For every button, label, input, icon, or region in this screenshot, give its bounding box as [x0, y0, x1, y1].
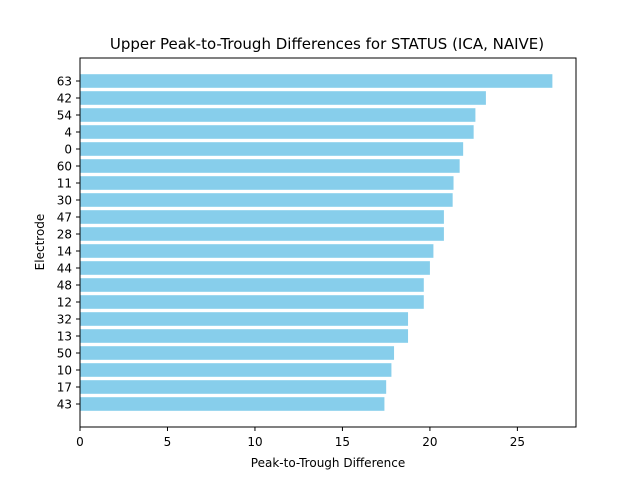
y-tick-label: 42: [57, 92, 72, 106]
y-tick-label: 32: [57, 313, 72, 327]
y-tick-label: 30: [57, 194, 72, 208]
bar-electrode-42: [80, 91, 486, 105]
y-tick-label: 17: [57, 381, 72, 395]
bar-electrode-13: [80, 329, 409, 343]
y-tick-label: 43: [57, 398, 72, 412]
bar-electrode-10: [80, 363, 392, 377]
x-tick-label: 0: [76, 435, 84, 449]
bar-electrode-12: [80, 295, 424, 309]
y-axis-ticks: 63 42 54 4 0 60 11 30 47 28 14 44 48 12 32 13 50 10 17 43: [57, 75, 80, 412]
y-tick-label: 0: [64, 143, 72, 157]
y-tick-label: 60: [57, 160, 72, 174]
bar-electrode-0: [80, 142, 464, 156]
bar-electrode-28: [80, 227, 444, 241]
y-tick-label: 10: [57, 364, 72, 378]
bar-electrode-11: [80, 176, 454, 190]
bar-electrode-32: [80, 312, 409, 326]
x-tick-label: 10: [247, 435, 262, 449]
x-tick-label: 15: [335, 435, 350, 449]
bar-electrode-60: [80, 159, 460, 173]
bar-electrode-54: [80, 108, 476, 122]
y-tick-label: 4: [64, 126, 72, 140]
bar-electrode-48: [80, 278, 424, 292]
y-axis-label: Electrode: [33, 214, 47, 271]
y-tick-label: 50: [57, 347, 72, 361]
bar-electrode-43: [80, 397, 385, 411]
y-tick-label: 47: [57, 211, 72, 225]
y-tick-label: 14: [57, 245, 72, 259]
chart-title: Upper Peak-to-Trough Differences for STA…: [110, 35, 544, 53]
bar-electrode-4: [80, 125, 474, 139]
x-tick-label: 25: [510, 435, 525, 449]
y-tick-label: 13: [57, 330, 72, 344]
x-tick-label: 5: [164, 435, 172, 449]
y-tick-label: 54: [57, 109, 72, 123]
x-tick-label: 20: [422, 435, 437, 449]
bar-electrode-63: [80, 74, 553, 88]
y-tick-label: 48: [57, 279, 72, 293]
y-tick-label: 28: [57, 228, 72, 242]
x-axis-label: Peak-to-Trough Difference: [251, 456, 405, 470]
plot-area-frame: [79, 57, 577, 428]
x-axis-ticks: 0 5 10 15 20 25: [76, 427, 525, 449]
y-tick-label: 44: [57, 262, 72, 276]
bar-electrode-50: [80, 346, 395, 360]
bar-electrode-30: [80, 193, 453, 207]
y-tick-label: 63: [57, 75, 72, 89]
bar-electrode-44: [80, 261, 430, 275]
bar-electrode-14: [80, 244, 434, 258]
bar-electrode-17: [80, 380, 387, 394]
bar-electrode-47: [80, 210, 444, 224]
y-tick-label: 11: [57, 177, 72, 191]
bars-layer: [80, 74, 553, 411]
y-tick-label: 12: [57, 296, 72, 310]
